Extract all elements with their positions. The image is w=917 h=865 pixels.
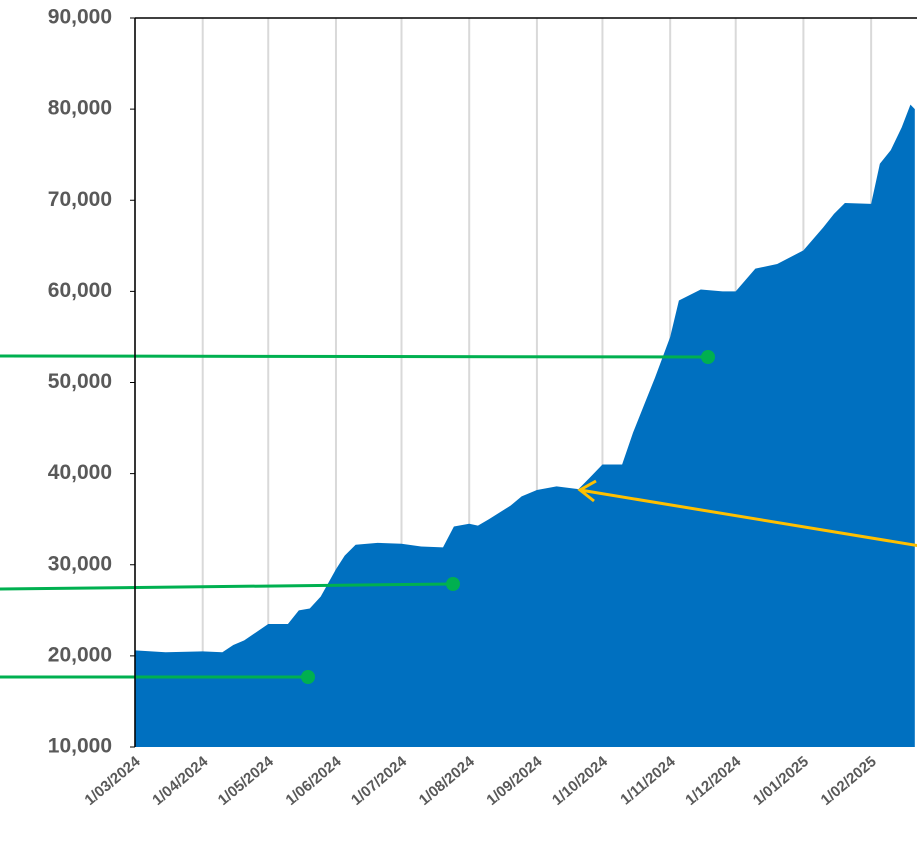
x-tick-label: 1/05/2024 <box>215 753 278 809</box>
x-tick-label: 1/04/2024 <box>149 753 212 809</box>
plot <box>135 104 915 748</box>
y-tick-label: 10,000 <box>48 735 112 758</box>
y-tick-label: 20,000 <box>48 643 112 666</box>
annotation-dot <box>446 577 460 591</box>
y-tick-label: 40,000 <box>48 461 112 484</box>
y-tick-label: 90,000 <box>48 6 112 29</box>
annotations <box>0 350 917 684</box>
y-tick-label: 70,000 <box>48 188 112 211</box>
x-tick-label: 1/11/2024 <box>617 753 679 809</box>
x-tick-label: 1/09/2024 <box>483 753 546 809</box>
annotation-dot <box>701 350 715 364</box>
annotation-dot <box>301 670 315 684</box>
x-tick-label: 1/10/2024 <box>549 753 612 809</box>
annotation-arrowhead <box>577 479 597 503</box>
x-tick-label: 1/08/2024 <box>416 753 479 809</box>
annotation-line <box>0 582 454 591</box>
y-tick-label: 30,000 <box>48 552 112 575</box>
y-tick-label: 50,000 <box>48 370 112 393</box>
x-tick-label: 1/06/2024 <box>282 753 345 809</box>
x-tick-label: 1/07/2024 <box>348 753 411 809</box>
y-tick-label: 80,000 <box>48 97 112 120</box>
x-tick-label: 1/03/2024 <box>82 753 145 809</box>
x-tick-label: 1/02/2025 <box>818 753 880 809</box>
y-tick-label: 60,000 <box>48 279 112 302</box>
x-tick-label: 1/01/2025 <box>750 753 812 809</box>
annotation-line <box>0 354 709 359</box>
annotation-arrow <box>579 488 917 548</box>
area <box>135 104 915 748</box>
x-tick-label: 1/12/2024 <box>682 753 745 809</box>
